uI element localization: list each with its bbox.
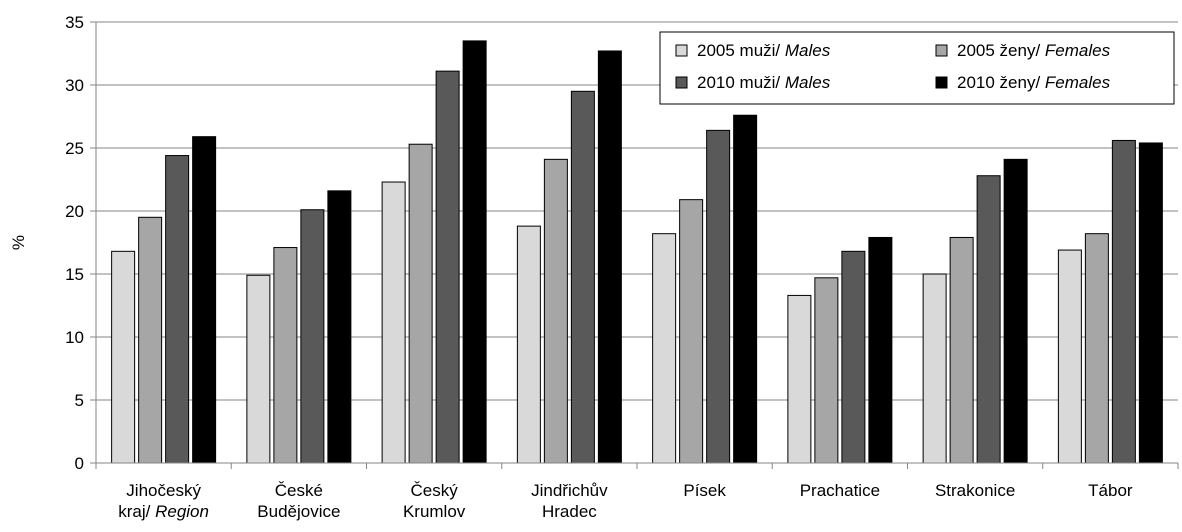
legend-entry: 2010 ženy/ Females: [957, 73, 1111, 92]
bar: [949, 236, 974, 464]
x-category-label: Jihočeský: [126, 481, 201, 500]
bar: [138, 216, 163, 464]
bar: [1111, 139, 1136, 464]
bar: [516, 225, 541, 464]
legend: 2005 muži/ Males 2005 ženy/ Females 2010 m…: [659, 31, 1175, 105]
bar: [165, 155, 190, 464]
bar: [246, 274, 271, 464]
x-category-label: Krumlov: [403, 502, 466, 521]
bar: [570, 90, 595, 464]
bar: [300, 209, 325, 464]
bar: [679, 199, 704, 464]
y-tick-label: 25: [65, 139, 84, 158]
axes: [90, 21, 1179, 469]
bar: [327, 190, 352, 464]
y-tick-label: 10: [65, 328, 84, 347]
bar: [1084, 233, 1109, 464]
bar: [976, 175, 1001, 464]
legend-entry: 2010 muži/ Males: [697, 73, 831, 92]
bar: [381, 181, 406, 464]
bar: [408, 143, 433, 464]
y-tick-label: 30: [65, 76, 84, 95]
bar: [922, 273, 947, 464]
bar: [435, 70, 460, 464]
bar: [273, 247, 298, 464]
x-category-labels: Jihočeský kraj/ Region České Budějovice Česk…: [118, 481, 1133, 521]
legend-box: [659, 31, 1175, 105]
x-category-label: České: [275, 481, 323, 500]
legend-swatch: [935, 76, 948, 89]
y-tick-label: 5: [75, 391, 84, 410]
bar: [787, 294, 812, 464]
x-category-label: Jindřichův: [531, 481, 608, 500]
x-category-label: Tábor: [1088, 481, 1133, 500]
legend-swatch: [675, 44, 688, 57]
bar: [652, 233, 677, 464]
bar: [1057, 249, 1082, 464]
x-category-label: Budějovice: [257, 502, 340, 521]
legend-entry: 2005 ženy/ Females: [957, 41, 1111, 60]
bars: [111, 40, 1163, 464]
bar: [1003, 158, 1028, 464]
bar: [462, 40, 487, 464]
x-category-label: Hradec: [542, 502, 597, 521]
y-tick-label: 35: [65, 13, 84, 32]
x-category-label: kraj/ Region: [118, 502, 209, 521]
x-category-label: Prachatice: [800, 481, 880, 500]
y-tick-label: 0: [75, 454, 84, 473]
bar: [814, 277, 839, 464]
bar: [1138, 142, 1163, 464]
bar: [111, 250, 136, 464]
y-tick-labels: 0 5 10 15 20 25 30 35: [65, 13, 84, 473]
y-axis-label: %: [9, 235, 28, 250]
bar: [597, 50, 622, 464]
y-tick-label: 20: [65, 202, 84, 221]
legend-swatch: [675, 76, 688, 89]
x-category-label: Strakonice: [935, 481, 1015, 500]
bar: [868, 236, 893, 464]
bar: [192, 136, 217, 464]
x-category-label: Písek: [683, 481, 726, 500]
y-tick-label: 15: [65, 265, 84, 284]
bar: [733, 114, 758, 464]
bar: [706, 129, 731, 464]
bar: [543, 158, 568, 464]
legend-entry: 2005 muži/ Males: [697, 41, 831, 60]
bar: [841, 250, 866, 464]
legend-swatch: [935, 44, 948, 57]
x-category-label: Český: [411, 481, 459, 500]
